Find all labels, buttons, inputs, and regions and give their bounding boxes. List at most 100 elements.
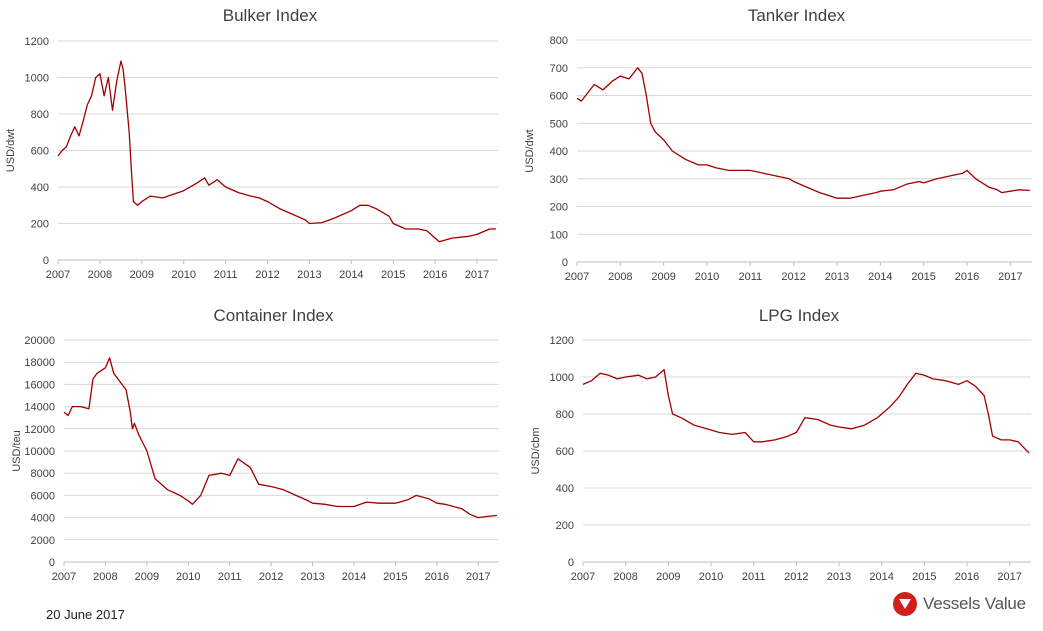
bulker-chart: Bulker Index 0 200 400 600 800 1000 1200 USD/dwt… [5, 6, 498, 281]
x-tick-label: 2016 [425, 571, 449, 583]
y-tick-label: 0 [568, 557, 574, 569]
x-tick-label: 2012 [255, 269, 279, 281]
y-tick-label: 6000 [31, 490, 55, 502]
y-tick-label: 100 [550, 229, 568, 241]
series-line [576, 67, 1030, 199]
x-tick-label: 2007 [52, 571, 76, 583]
x-tick-label: 2015 [383, 571, 407, 583]
lpg-chart: LPG Index 0 200 400 600 800 1000 1200 USD/cbm 200… [530, 306, 1031, 583]
x-tick-label: 2014 [868, 271, 892, 283]
x-tick-label: 2008 [613, 571, 637, 583]
tanker-chart-panel: Tanker Index 0 100 200 300 400 500 600 700 800 USD… [521, 0, 1043, 300]
brand-logo[interactable]: Vessels Value [893, 592, 1026, 616]
y-tick-label: 1000 [25, 73, 49, 85]
chart-title: LPG Index [759, 306, 840, 325]
x-tick-label: 2009 [135, 571, 159, 583]
series-line [582, 368, 1030, 454]
y-axis-label: USD/teu [11, 430, 23, 472]
x-tick-label: 2007 [46, 269, 70, 281]
y-tick-label: 200 [556, 520, 574, 532]
x-tick-label: 2008 [88, 269, 112, 281]
x-tick-label: 2008 [608, 271, 632, 283]
y-tick-label: 400 [550, 146, 568, 158]
bulker-chart-panel: Bulker Index 0 200 400 600 800 1000 1200 USD/dwt… [0, 0, 521, 300]
brand-name: Vessels Value [923, 594, 1026, 613]
x-tick-label: 2010 [176, 571, 200, 583]
y-tick-label: 0 [43, 255, 49, 267]
y-tick-label: 500 [550, 118, 568, 130]
x-tick-label: 2007 [565, 271, 589, 283]
x-tick-label: 2013 [297, 269, 321, 281]
x-tick-label: 2015 [911, 271, 935, 283]
x-tick-label: 2010 [171, 269, 195, 281]
y-tick-label: 600 [556, 446, 574, 458]
x-tick-label: 2017 [997, 571, 1021, 583]
container-chart: Container Index 0 2000 4000 6000 8000 10000 120… [11, 306, 499, 583]
x-tick-label: 2013 [827, 571, 851, 583]
y-tick-label: 800 [31, 109, 49, 121]
y-tick-label: 400 [31, 182, 49, 194]
y-tick-label: 12000 [24, 424, 55, 436]
tanker-chart: Tanker Index 0 100 200 300 400 500 600 700 800 USD… [524, 6, 1032, 283]
x-tick-label: 2017 [466, 571, 490, 583]
chart-title: Container Index [213, 306, 334, 325]
y-tick-label: 200 [550, 202, 568, 214]
y-tick-label: 20000 [24, 335, 55, 347]
x-tick-label: 2010 [699, 571, 723, 583]
x-tick-label: 2010 [695, 271, 719, 283]
y-tick-label: 2000 [31, 535, 55, 547]
y-tick-label: 700 [550, 63, 568, 75]
y-tick-label: 800 [556, 409, 574, 421]
y-axis-label: USD/cbm [530, 427, 542, 474]
x-tick-label: 2012 [259, 571, 283, 583]
x-tick-label: 2016 [955, 571, 979, 583]
x-tick-label: 2017 [998, 271, 1022, 283]
y-tick-label: 800 [550, 35, 568, 47]
vessels-value-logo-icon [893, 592, 917, 616]
y-tick-label: 14000 [24, 402, 55, 414]
lpg-chart-panel: LPG Index 0 200 400 600 800 1000 1200 USD/cbm 200… [521, 300, 1043, 595]
series-line [63, 357, 497, 519]
x-tick-label: 2014 [339, 269, 363, 281]
y-tick-label: 18000 [24, 357, 55, 369]
x-tick-label: 2017 [465, 269, 489, 281]
y-axis-label: USD/dwt [5, 129, 17, 172]
x-tick-label: 2015 [381, 269, 405, 281]
x-tick-label: 2012 [784, 571, 808, 583]
container-chart-panel: Container Index 0 2000 4000 6000 8000 10000 120… [0, 300, 521, 595]
y-axis-label: USD/dwt [524, 129, 536, 172]
y-tick-label: 0 [562, 257, 568, 269]
chart-title: Bulker Index [223, 6, 318, 25]
y-tick-label: 16000 [24, 379, 55, 391]
x-tick-label: 2007 [571, 571, 595, 583]
y-tick-label: 0 [49, 557, 55, 569]
footer-date: 20 June 2017 [46, 607, 125, 622]
x-tick-label: 2015 [912, 571, 936, 583]
x-tick-label: 2014 [342, 571, 366, 583]
y-tick-label: 300 [550, 174, 568, 186]
x-tick-label: 2013 [825, 271, 849, 283]
x-tick-label: 2014 [869, 571, 893, 583]
x-tick-label: 2008 [93, 571, 117, 583]
x-tick-label: 2016 [423, 269, 447, 281]
x-tick-label: 2011 [739, 271, 763, 283]
y-tick-label: 1000 [550, 372, 574, 384]
y-tick-label: 600 [550, 91, 568, 103]
x-tick-label: 2009 [656, 571, 680, 583]
y-tick-label: 400 [556, 483, 574, 495]
y-tick-label: 10000 [24, 446, 55, 458]
chart-title: Tanker Index [748, 6, 846, 25]
x-tick-label: 2011 [218, 571, 242, 583]
x-tick-label: 2012 [781, 271, 805, 283]
y-tick-label: 4000 [31, 513, 55, 525]
y-tick-label: 1200 [25, 36, 49, 48]
x-tick-label: 2009 [651, 271, 675, 283]
x-tick-label: 2009 [130, 269, 154, 281]
series-line [57, 60, 496, 243]
y-tick-label: 1200 [550, 335, 574, 347]
x-tick-label: 2016 [955, 271, 979, 283]
x-tick-label: 2011 [214, 269, 238, 281]
y-tick-label: 600 [31, 146, 49, 158]
x-tick-label: 2013 [300, 571, 324, 583]
y-tick-label: 8000 [31, 468, 55, 480]
